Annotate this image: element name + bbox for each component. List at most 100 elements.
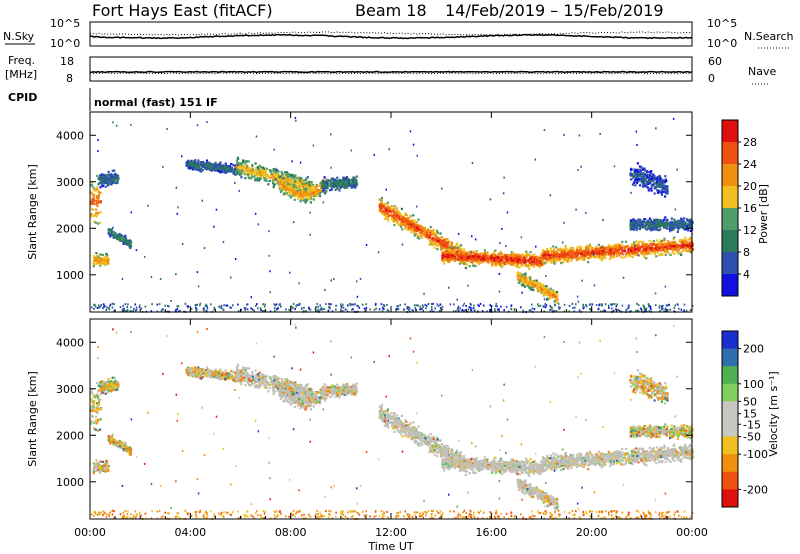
power-point <box>97 197 100 200</box>
power-point <box>103 177 106 180</box>
power-point <box>490 253 494 256</box>
power-point <box>435 235 438 238</box>
power-point <box>660 253 663 257</box>
power-point <box>460 248 463 251</box>
power-point <box>495 260 498 263</box>
power-point <box>199 167 202 170</box>
power-point <box>650 229 653 232</box>
power-point <box>283 176 286 179</box>
power-point <box>664 244 667 247</box>
power-point <box>450 254 453 257</box>
power-point <box>216 168 219 171</box>
power-point <box>444 239 447 242</box>
power-point <box>442 260 445 263</box>
power-point <box>589 251 592 254</box>
power-point <box>604 253 607 256</box>
power-point <box>684 226 687 229</box>
power-point <box>673 244 676 248</box>
power-point <box>612 253 615 256</box>
power-point <box>97 177 100 180</box>
power-point <box>193 167 196 170</box>
station-title: Fort Hays East (fitACF) <box>92 1 273 20</box>
power-point <box>325 190 328 193</box>
power-point <box>385 216 388 220</box>
power-point <box>386 217 389 220</box>
power-point <box>287 172 290 175</box>
power-point <box>664 245 667 248</box>
power-point <box>671 248 674 251</box>
power-point <box>630 248 633 251</box>
power-point <box>124 238 127 241</box>
power-point <box>546 257 549 260</box>
power-point <box>420 231 423 234</box>
power-point <box>576 246 579 249</box>
power-point <box>103 181 106 184</box>
power-point <box>638 249 641 252</box>
power-point <box>503 260 506 263</box>
power-point <box>616 246 619 249</box>
power-point <box>355 175 358 178</box>
power-point <box>678 221 681 225</box>
power-point <box>215 163 218 167</box>
power-point <box>648 227 651 230</box>
power-point <box>537 257 540 260</box>
power-point <box>281 180 284 183</box>
power-point <box>386 203 389 206</box>
power-point <box>566 256 570 259</box>
power-point <box>527 253 530 256</box>
power-point <box>481 260 484 263</box>
power-point <box>683 240 686 243</box>
power-point <box>515 263 518 266</box>
power-point <box>445 259 448 262</box>
power-point <box>95 199 98 202</box>
power-point <box>95 186 98 189</box>
nsearch-tick-high: 10^5 <box>707 17 737 30</box>
power-point <box>447 254 450 257</box>
power-point <box>399 225 402 228</box>
power-point <box>686 246 689 249</box>
power-point <box>519 256 522 259</box>
power-point <box>530 264 533 267</box>
power-point <box>484 251 487 255</box>
power-point <box>535 257 538 260</box>
power-point <box>681 244 684 247</box>
power-point <box>347 182 350 186</box>
power-point <box>486 257 489 260</box>
power-point <box>553 300 556 303</box>
power-point <box>632 222 635 225</box>
power-point <box>502 255 505 258</box>
power-point <box>116 236 119 240</box>
power-point <box>664 223 667 226</box>
power-point <box>122 242 125 245</box>
power-point <box>210 163 213 166</box>
power-point <box>94 221 97 224</box>
power-point <box>455 244 458 247</box>
power-point <box>553 290 556 293</box>
power-point <box>101 258 104 261</box>
power-point <box>577 258 580 261</box>
power-point <box>635 225 638 228</box>
power-point <box>688 249 691 252</box>
power-point <box>380 200 383 203</box>
power-point <box>240 163 243 166</box>
power-point <box>219 170 222 173</box>
power-point <box>651 222 654 226</box>
power-point <box>118 235 121 238</box>
power-point <box>555 290 558 294</box>
power-point <box>412 226 415 229</box>
power-point <box>260 175 263 178</box>
power-point <box>462 250 465 253</box>
power-point <box>569 252 572 255</box>
power-point <box>90 184 94 187</box>
power-point <box>490 259 493 262</box>
power-point <box>609 249 612 252</box>
power-point <box>631 249 634 252</box>
power-point <box>532 260 535 263</box>
power-point <box>493 253 496 256</box>
power-point <box>418 237 421 240</box>
power-point <box>653 223 656 227</box>
power-point <box>91 201 94 204</box>
power-point <box>661 222 664 225</box>
power-point <box>310 183 313 186</box>
power-point <box>90 213 93 216</box>
